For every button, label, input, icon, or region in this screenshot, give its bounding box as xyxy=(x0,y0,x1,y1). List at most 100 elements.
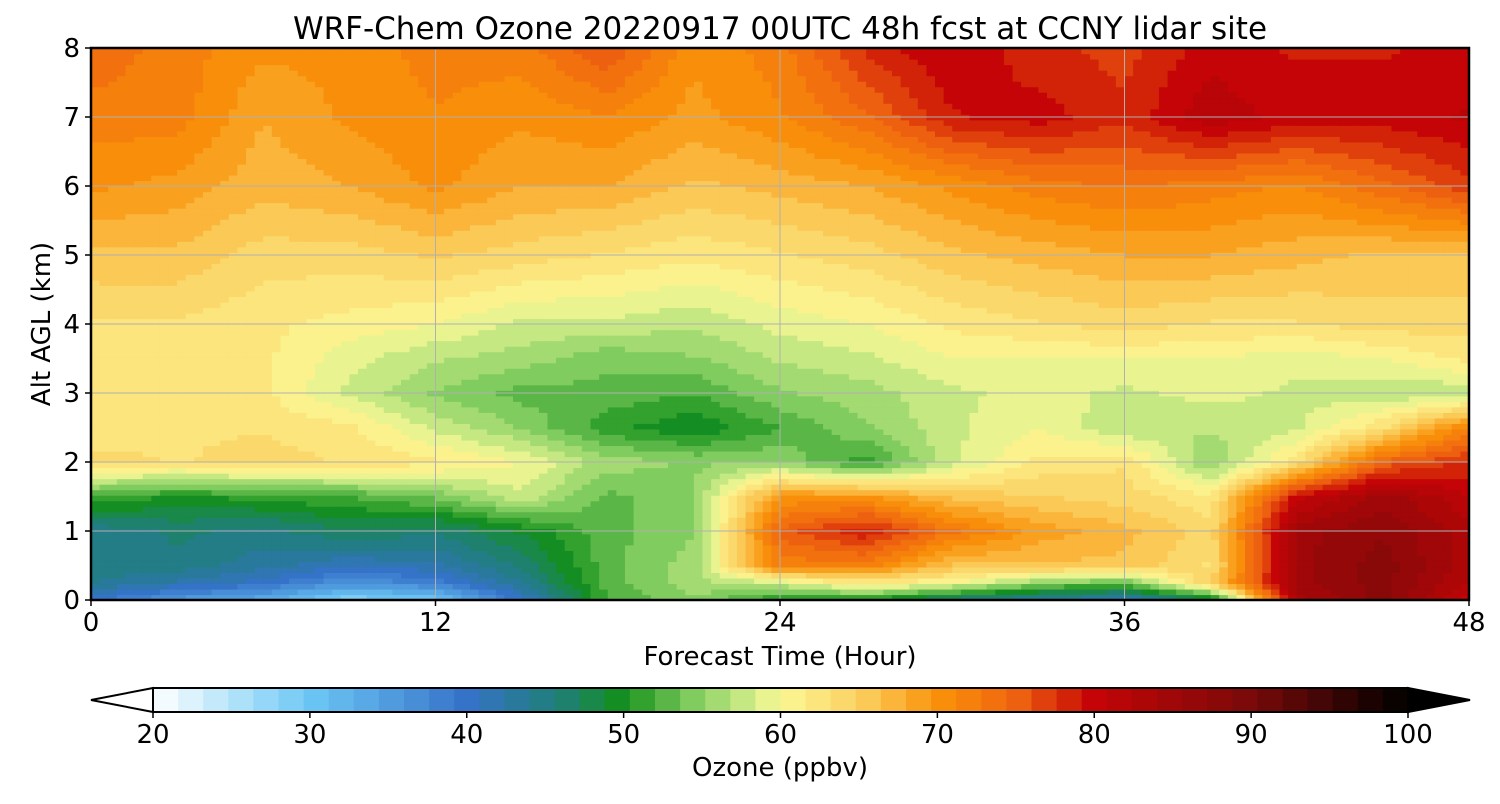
heatmap-cell xyxy=(590,495,600,502)
heatmap-cell xyxy=(1245,577,1255,585)
heatmap-cell xyxy=(1279,439,1289,447)
heatmap-cell xyxy=(383,439,394,447)
heatmap-cell xyxy=(1253,550,1263,557)
heatmap-cell xyxy=(1417,561,1427,568)
heatmap-cell xyxy=(547,439,557,447)
heatmap-cell xyxy=(917,561,928,568)
heatmap-cell xyxy=(1305,450,1315,458)
heatmap-cell xyxy=(1296,445,1306,452)
heatmap-cell xyxy=(108,462,118,469)
heatmap-cell xyxy=(1021,539,1031,546)
heatmap-cell xyxy=(719,594,729,600)
heatmap-cell xyxy=(487,456,497,463)
heatmap-cell xyxy=(1029,533,1039,540)
heatmap-cell xyxy=(91,572,101,579)
heatmap-cell xyxy=(719,489,729,496)
heatmap-cell xyxy=(728,500,738,507)
heatmap-cell xyxy=(1331,450,1341,458)
heatmap-cell xyxy=(599,467,609,474)
heatmap-cell xyxy=(1012,588,1022,596)
heatmap-cell xyxy=(159,506,170,513)
heatmap-cell xyxy=(728,445,738,452)
heatmap-cell xyxy=(1288,456,1298,463)
heatmap-cell xyxy=(366,500,376,507)
heatmap-cell xyxy=(581,495,592,502)
heatmap-cell xyxy=(314,500,325,507)
heatmap-cell xyxy=(444,506,454,513)
heatmap-cell xyxy=(823,550,833,557)
heatmap-cell xyxy=(943,550,953,557)
heatmap-cell xyxy=(960,533,971,540)
heatmap-cell xyxy=(280,517,290,524)
heatmap-cell xyxy=(254,484,264,491)
heatmap-cell xyxy=(237,594,247,600)
heatmap-cell xyxy=(624,511,635,518)
heatmap-cell xyxy=(134,544,144,551)
heatmap-cell xyxy=(805,517,816,524)
heatmap-cell xyxy=(487,539,497,546)
heatmap-cell xyxy=(719,550,729,557)
heatmap-cell xyxy=(926,539,936,546)
heatmap-cell xyxy=(1262,533,1272,540)
heatmap-cell xyxy=(1158,583,1169,590)
heatmap-cell xyxy=(1443,572,1453,579)
heatmap-cell xyxy=(900,533,910,540)
heatmap-cell xyxy=(1012,561,1022,568)
heatmap-cell xyxy=(1107,539,1117,546)
heatmap-cell xyxy=(719,456,729,463)
heatmap-cell xyxy=(891,511,902,518)
heatmap-cell xyxy=(788,566,798,573)
heatmap-cell xyxy=(1202,583,1212,590)
heatmap-cell xyxy=(1236,428,1246,435)
heatmap-cell xyxy=(1124,594,1134,600)
heatmap-cell xyxy=(426,594,437,600)
heatmap-cell xyxy=(1098,544,1108,551)
heatmap-cell xyxy=(469,539,480,546)
heatmap-cell xyxy=(185,511,195,518)
heatmap-cell xyxy=(607,473,617,480)
heatmap-cell xyxy=(814,577,824,585)
heatmap-cell xyxy=(1253,445,1263,452)
heatmap-cell xyxy=(1382,489,1393,496)
heatmap-cell xyxy=(271,428,282,435)
heatmap-cell xyxy=(1046,473,1057,480)
heatmap-cell xyxy=(246,489,256,496)
heatmap-cell xyxy=(616,577,626,585)
heatmap-cell xyxy=(917,594,928,600)
heatmap-cell xyxy=(1253,511,1263,518)
heatmap-cell xyxy=(1322,467,1332,474)
heatmap-cell xyxy=(409,544,419,551)
heatmap-cell xyxy=(969,533,979,540)
heatmap-cell xyxy=(642,517,652,524)
heatmap-cell xyxy=(1425,473,1436,480)
heatmap-cell xyxy=(513,428,523,435)
heatmap-cell xyxy=(1374,544,1384,551)
heatmap-cell xyxy=(487,462,497,469)
heatmap-cell xyxy=(383,434,394,441)
heatmap-cell xyxy=(521,434,531,441)
heatmap-cell xyxy=(599,522,609,529)
heatmap-cell xyxy=(624,566,635,573)
heatmap-cell xyxy=(1253,539,1263,546)
heatmap-cell xyxy=(556,500,566,507)
heatmap-cell xyxy=(891,500,902,507)
heatmap-cell xyxy=(573,484,583,491)
heatmap-cell xyxy=(306,539,316,546)
heatmap-cell xyxy=(642,594,652,600)
heatmap-cell xyxy=(935,450,945,458)
heatmap-cell xyxy=(1090,462,1100,469)
heatmap-cell xyxy=(590,550,600,557)
heatmap-cell xyxy=(1313,473,1324,480)
heatmap-cell xyxy=(1313,428,1324,435)
heatmap-cell xyxy=(823,489,833,496)
heatmap-cell xyxy=(289,478,299,485)
heatmap-cell xyxy=(332,517,342,524)
heatmap-cell xyxy=(1305,561,1315,568)
heatmap-cell xyxy=(108,533,118,540)
heatmap-cell xyxy=(185,484,195,491)
heatmap-cell xyxy=(754,588,764,596)
heatmap-cell xyxy=(418,428,428,435)
heatmap-cell xyxy=(823,572,833,579)
heatmap-cell xyxy=(185,594,195,600)
